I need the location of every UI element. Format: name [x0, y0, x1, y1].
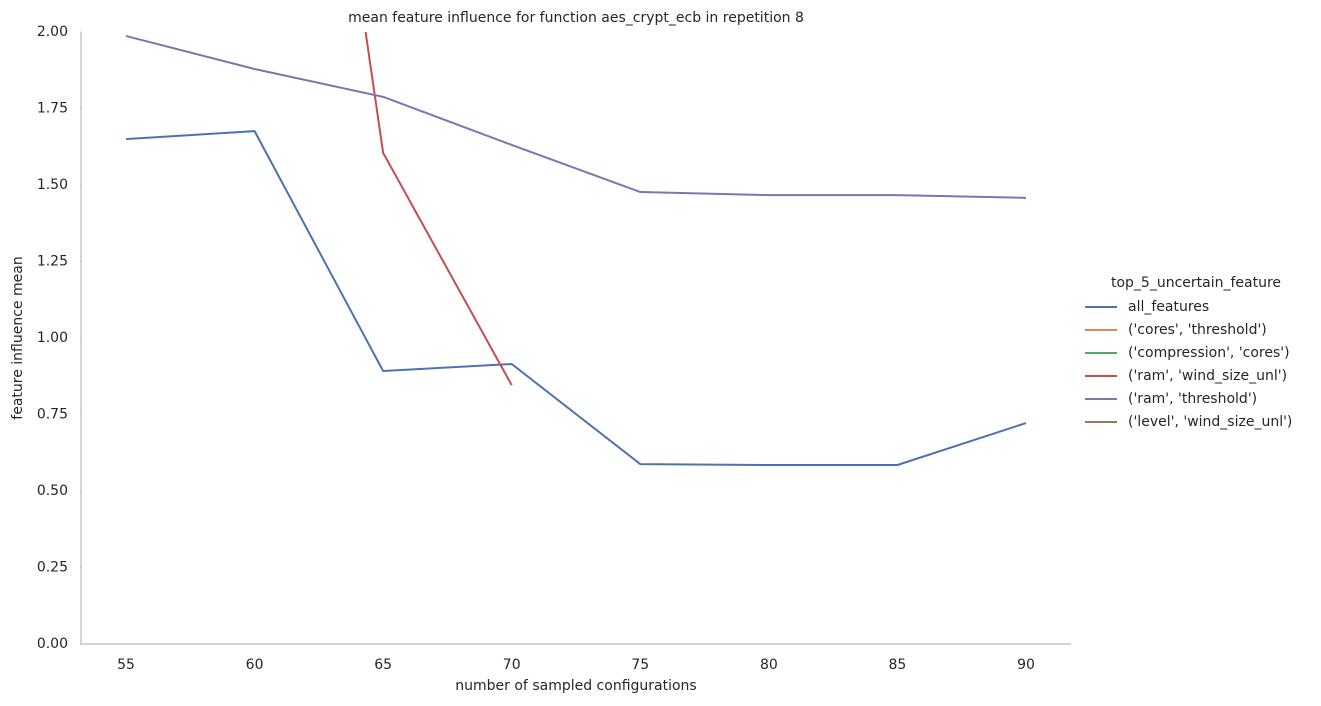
x-tick-label: 85 [889, 657, 907, 673]
series-line [364, 32, 513, 386]
x-axis-label: number of sampled configurations [455, 678, 696, 694]
y-tick-label: 0.25 [37, 560, 68, 576]
x-tick-label: 90 [1017, 657, 1035, 673]
plot-area [125, 32, 1027, 466]
y-tick-label: 0.00 [37, 636, 68, 652]
x-tick-label: 65 [374, 657, 392, 673]
legend-title: top_5_uncertain_feature [1111, 275, 1281, 291]
legend-label: ('compression', 'cores') [1128, 345, 1290, 361]
x-tick-label: 75 [631, 657, 649, 673]
x-tick-label: 55 [117, 657, 135, 673]
legend-label: ('level', 'wind_size_unl') [1128, 414, 1292, 430]
legend-label: all_features [1128, 299, 1209, 315]
y-tick-label: 1.75 [37, 101, 68, 117]
x-tick-label: 70 [503, 657, 521, 673]
legend-label: ('cores', 'threshold') [1128, 322, 1267, 338]
x-tick-label: 80 [760, 657, 778, 673]
series-line [125, 130, 1027, 466]
y-tick-label: 1.00 [37, 330, 68, 346]
y-tick-label: 0.50 [37, 483, 68, 499]
y-axis-label: feature influence mean [10, 256, 26, 419]
y-tick-label: 2.00 [37, 24, 68, 40]
legend-label: ('ram', 'wind_size_unl') [1128, 368, 1287, 384]
series-line [125, 35, 1027, 199]
y-tick-label: 1.50 [37, 177, 68, 193]
chart-title: mean feature influence for function aes_… [348, 10, 804, 26]
y-tick-label: 0.75 [37, 407, 68, 423]
x-tick-label: 60 [246, 657, 264, 673]
legend-label: ('ram', 'threshold') [1128, 391, 1257, 407]
y-tick-label: 1.25 [37, 254, 68, 270]
